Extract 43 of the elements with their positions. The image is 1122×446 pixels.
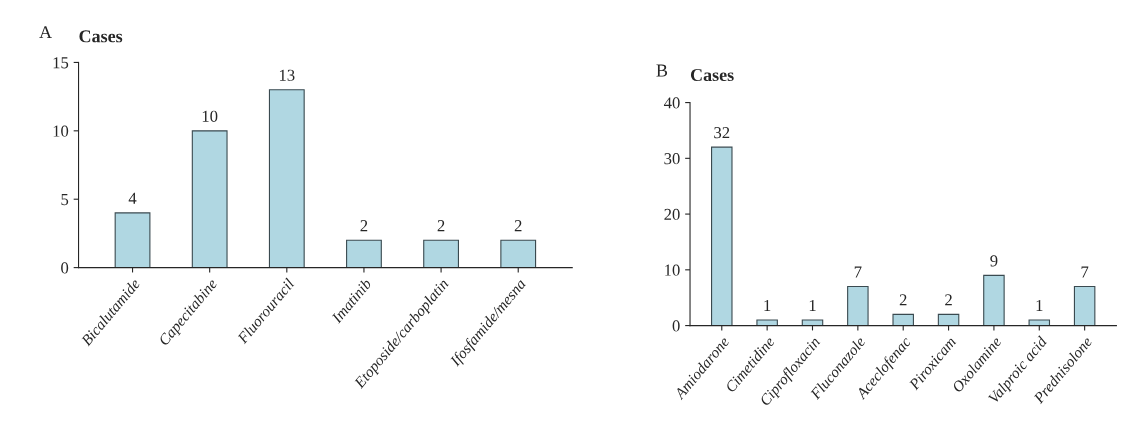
data-label: 32	[714, 127, 730, 139]
data-label: 2	[360, 220, 368, 232]
data-label: 1	[1036, 299, 1043, 311]
bar	[500, 239, 537, 268]
chart-title: A	[39, 26, 52, 39]
y-axis-title: Cases	[79, 30, 123, 43]
bar	[423, 239, 459, 268]
data-label: 7	[854, 266, 862, 278]
y-tick-label: 20	[664, 208, 680, 221]
data-label: 1	[809, 299, 816, 311]
data-label: 2	[945, 294, 952, 306]
bar	[268, 89, 305, 268]
bar	[983, 274, 1005, 326]
data-label: 7	[1081, 266, 1089, 278]
y-tick-label: 0	[672, 320, 680, 332]
data-label: 4	[128, 192, 137, 204]
y-tick-label: 10	[665, 264, 680, 276]
data-label: 2	[437, 220, 445, 232]
data-label: 9	[990, 255, 998, 267]
y-tick-label: 40	[663, 97, 680, 109]
chart-title: B	[656, 64, 668, 77]
bar	[937, 313, 960, 326]
y-axis-title: Cases	[690, 68, 734, 82]
y-tick-label: 15	[53, 57, 69, 69]
data-label: 2	[899, 294, 907, 306]
bar	[346, 239, 382, 268]
y-tick-label: 5	[61, 194, 69, 206]
bar	[801, 319, 824, 326]
bar	[892, 313, 914, 326]
bar	[756, 319, 778, 326]
bar	[114, 212, 151, 268]
bar	[847, 286, 869, 326]
y-tick-label: 30	[664, 153, 680, 165]
data-label: 1	[764, 299, 771, 311]
data-label: 13	[279, 69, 295, 81]
bar	[191, 130, 228, 268]
bar	[1073, 286, 1096, 326]
bar	[711, 146, 733, 326]
data-label: 10	[202, 110, 218, 122]
y-tick-label: 10	[53, 125, 69, 137]
bar	[1028, 319, 1051, 326]
data-label: 2	[514, 220, 522, 232]
y-tick-label: 0	[61, 262, 69, 274]
